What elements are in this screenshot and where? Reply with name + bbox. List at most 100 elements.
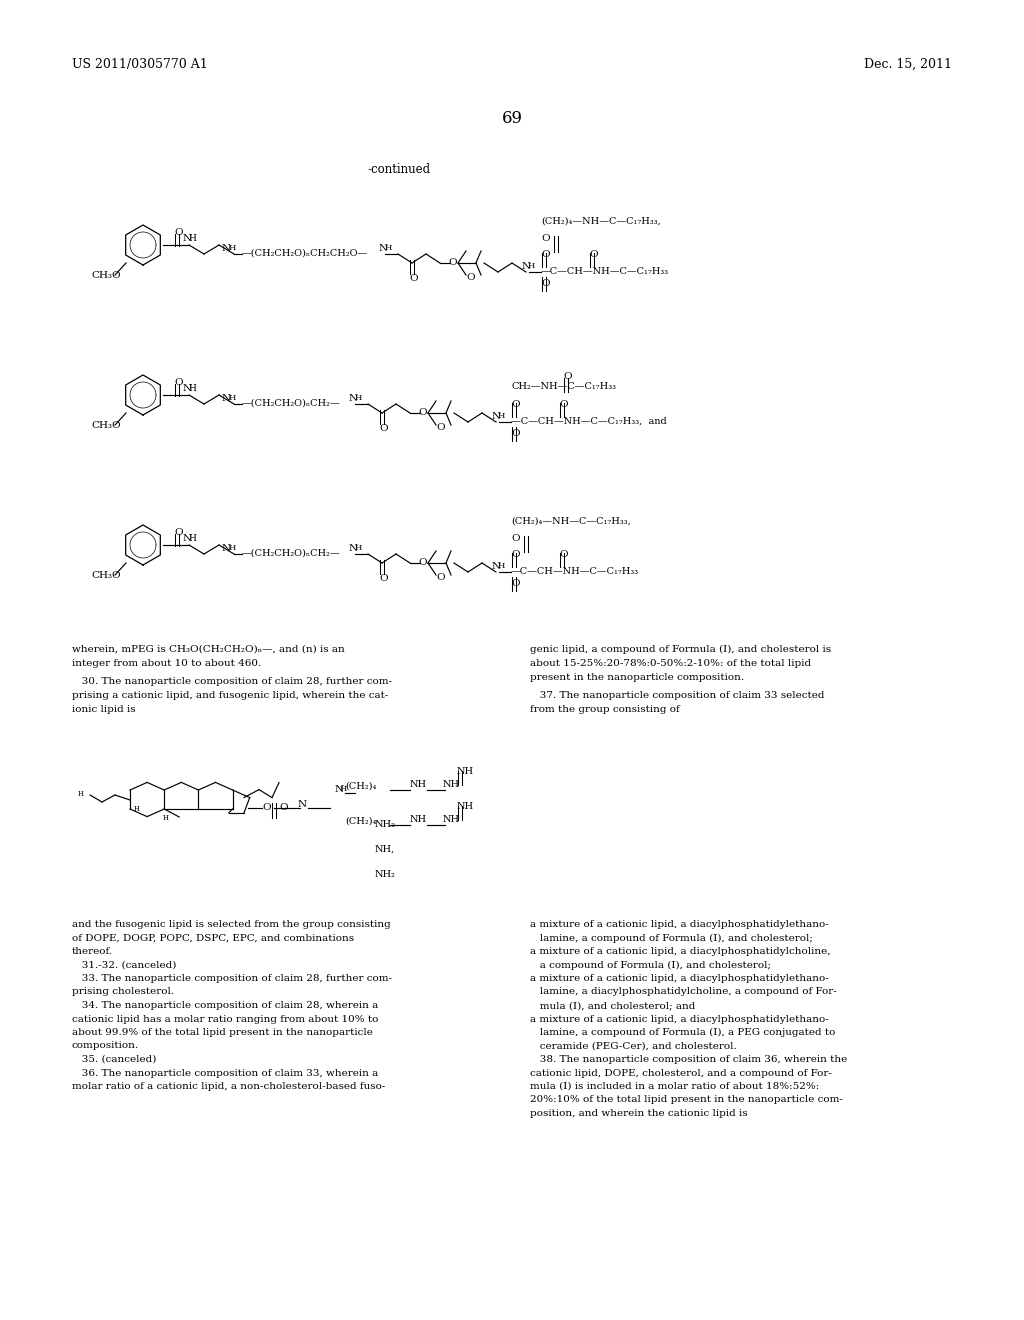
Text: 36. The nanoparticle composition of claim 33, wherein a: 36. The nanoparticle composition of clai… <box>72 1068 378 1077</box>
Text: 35. (canceled): 35. (canceled) <box>72 1055 157 1064</box>
Text: O: O <box>279 803 288 812</box>
Text: O: O <box>559 400 567 409</box>
Text: mula (I) is included in a molar ratio of about 18%:52%:: mula (I) is included in a molar ratio of… <box>530 1082 819 1092</box>
Text: O: O <box>559 550 567 558</box>
Text: O: O <box>436 573 444 582</box>
Text: a mixture of a cationic lipid, a diacylphosphatidylcholine,: a mixture of a cationic lipid, a diacylp… <box>530 946 830 956</box>
Text: ceramide (PEG-Cer), and cholesterol.: ceramide (PEG-Cer), and cholesterol. <box>530 1041 736 1051</box>
Text: about 99.9% of the total lipid present in the nanoparticle: about 99.9% of the total lipid present i… <box>72 1028 373 1038</box>
Text: H: H <box>229 244 237 252</box>
Text: CH₂—NH—C—C₁₇H₃₃: CH₂—NH—C—C₁₇H₃₃ <box>511 381 616 391</box>
Text: (CH₂)₄—NH—C—C₁₇H₃₃,: (CH₂)₄—NH—C—C₁₇H₃₃, <box>511 517 631 525</box>
Text: H: H <box>229 393 237 403</box>
Text: NH: NH <box>443 780 460 789</box>
Text: H: H <box>163 814 169 822</box>
Text: N: N <box>349 544 358 553</box>
Text: about 15-25%:20-78%:0-50%:2-10%: of the total lipid: about 15-25%:20-78%:0-50%:2-10%: of the … <box>530 659 811 668</box>
Text: a compound of Formula (I), and cholesterol;: a compound of Formula (I), and cholester… <box>530 961 771 970</box>
Text: mula (I), and cholesterol; and: mula (I), and cholesterol; and <box>530 1001 695 1010</box>
Text: O: O <box>409 275 418 282</box>
Text: thereof.: thereof. <box>72 946 113 956</box>
Text: H: H <box>355 544 362 552</box>
Text: NH₂: NH₂ <box>375 870 396 879</box>
Text: O: O <box>418 558 427 568</box>
Text: (CH₂)₄: (CH₂)₄ <box>345 817 377 826</box>
Text: 69: 69 <box>502 110 522 127</box>
Text: H: H <box>498 412 506 420</box>
Text: 38. The nanoparticle composition of claim 36, wherein the: 38. The nanoparticle composition of clai… <box>530 1055 847 1064</box>
Text: N: N <box>183 234 193 243</box>
Text: H: H <box>134 805 140 813</box>
Text: O: O <box>511 579 519 587</box>
Text: NH: NH <box>443 814 460 824</box>
Text: N: N <box>183 384 193 393</box>
Text: O: O <box>511 550 519 558</box>
Text: —(CH₂CH₂O)ₙCH₂CH₂O—: —(CH₂CH₂O)ₙCH₂CH₂O— <box>242 249 369 257</box>
Text: NH: NH <box>410 780 427 789</box>
Text: of DOPE, DOGP, POPC, DSPC, EPC, and combinations: of DOPE, DOGP, POPC, DSPC, EPC, and comb… <box>72 933 354 942</box>
Text: prising a cationic lipid, and fusogenic lipid, wherein the cat-: prising a cationic lipid, and fusogenic … <box>72 690 388 700</box>
Text: NH₂: NH₂ <box>375 820 396 829</box>
Text: O: O <box>418 408 427 417</box>
Text: N: N <box>183 535 193 543</box>
Text: O: O <box>174 528 182 537</box>
Text: H: H <box>528 261 536 271</box>
Text: (CH₂)₄—NH—C—C₁₇H₃₃,: (CH₂)₄—NH—C—C₁₇H₃₃, <box>541 216 660 226</box>
Text: O: O <box>511 400 519 409</box>
Text: NH,: NH, <box>375 845 395 854</box>
Text: CH₃O: CH₃O <box>91 572 121 579</box>
Text: H: H <box>498 562 506 570</box>
Text: —C—CH—NH—C—C₁₇H₃₃: —C—CH—NH—C—C₁₇H₃₃ <box>541 267 669 276</box>
Text: 30. The nanoparticle composition of claim 28, further com-: 30. The nanoparticle composition of clai… <box>72 677 392 686</box>
Text: 37. The nanoparticle composition of claim 33 selected: 37. The nanoparticle composition of clai… <box>530 690 824 700</box>
Text: lamine, a compound of Formula (I), and cholesterol;: lamine, a compound of Formula (I), and c… <box>530 933 813 942</box>
Text: US 2011/0305770 A1: US 2011/0305770 A1 <box>72 58 208 71</box>
Text: lamine, a diacylphosphatidylcholine, a compound of For-: lamine, a diacylphosphatidylcholine, a c… <box>530 987 837 997</box>
Text: O: O <box>379 424 388 433</box>
Text: a mixture of a cationic lipid, a diacylphosphatidylethano-: a mixture of a cationic lipid, a diacylp… <box>530 1015 828 1023</box>
Text: N: N <box>298 800 307 809</box>
Text: O: O <box>541 279 550 288</box>
Text: O: O <box>379 574 388 583</box>
Text: cationic lipid, DOPE, cholesterol, and a compound of For-: cationic lipid, DOPE, cholesterol, and a… <box>530 1068 831 1077</box>
Text: O: O <box>511 535 519 543</box>
Text: N: N <box>349 393 358 403</box>
Text: N: N <box>335 785 344 795</box>
Text: O: O <box>589 249 598 259</box>
Text: O: O <box>449 257 457 267</box>
Text: N: N <box>522 261 531 271</box>
Text: NH: NH <box>457 803 474 810</box>
Text: H: H <box>355 393 362 403</box>
Text: O: O <box>563 372 571 381</box>
Text: O: O <box>541 234 550 243</box>
Text: molar ratio of a cationic lipid, a non-cholesterol-based fuso-: molar ratio of a cationic lipid, a non-c… <box>72 1082 385 1092</box>
Text: H: H <box>188 384 196 393</box>
Text: O: O <box>174 228 182 238</box>
Text: integer from about 10 to about 460.: integer from about 10 to about 460. <box>72 659 261 668</box>
Text: wherein, mPEG is CH₃O(CH₂CH₂O)ₙ—, and (n) is an: wherein, mPEG is CH₃O(CH₂CH₂O)ₙ—, and (n… <box>72 645 345 653</box>
Text: 33. The nanoparticle composition of claim 28, further com-: 33. The nanoparticle composition of clai… <box>72 974 392 983</box>
Text: NH: NH <box>457 767 474 776</box>
Text: genic lipid, a compound of Formula (I), and cholesterol is: genic lipid, a compound of Formula (I), … <box>530 645 831 655</box>
Text: prising cholesterol.: prising cholesterol. <box>72 987 174 997</box>
Text: H: H <box>340 785 347 793</box>
Text: CH₃O: CH₃O <box>91 421 121 430</box>
Text: —(CH₂CH₂O)ₙCH₂—: —(CH₂CH₂O)ₙCH₂— <box>242 549 341 558</box>
Text: O: O <box>511 429 519 438</box>
Text: N: N <box>222 393 231 403</box>
Text: composition.: composition. <box>72 1041 139 1051</box>
Text: H: H <box>188 234 196 243</box>
Text: O: O <box>436 422 444 432</box>
Text: O: O <box>174 378 182 387</box>
Text: —(CH₂CH₂O)ₙCH₂—: —(CH₂CH₂O)ₙCH₂— <box>242 399 341 408</box>
Text: Dec. 15, 2011: Dec. 15, 2011 <box>864 58 952 71</box>
Text: ionic lipid is: ionic lipid is <box>72 705 135 714</box>
Text: N: N <box>222 244 231 253</box>
Text: 31.-32. (canceled): 31.-32. (canceled) <box>72 961 176 969</box>
Text: 20%:10% of the total lipid present in the nanoparticle com-: 20%:10% of the total lipid present in th… <box>530 1096 843 1105</box>
Text: (CH₂)₄: (CH₂)₄ <box>345 781 377 791</box>
Text: CH₃O: CH₃O <box>91 271 121 280</box>
Text: position, and wherein the cationic lipid is: position, and wherein the cationic lipid… <box>530 1109 748 1118</box>
Text: from the group consisting of: from the group consisting of <box>530 705 680 714</box>
Text: 34. The nanoparticle composition of claim 28, wherein a: 34. The nanoparticle composition of clai… <box>72 1001 378 1010</box>
